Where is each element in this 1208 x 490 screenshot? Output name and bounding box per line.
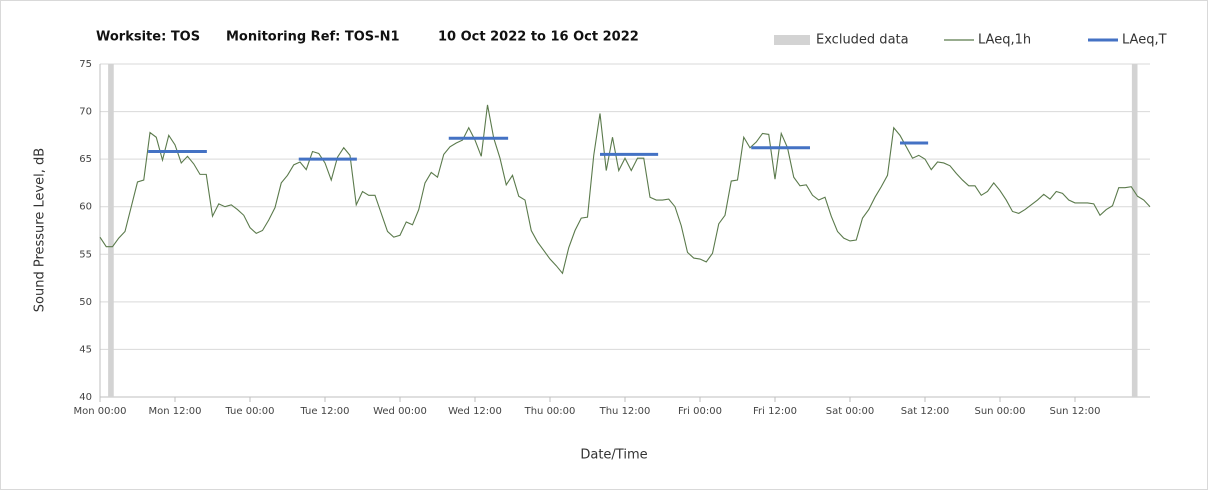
- y-tick-label: 65: [79, 154, 92, 165]
- x-tick-label: Tue 12:00: [299, 406, 349, 417]
- x-tick-label: Fri 00:00: [678, 406, 722, 417]
- y-tick-label: 75: [79, 59, 92, 70]
- title-site: Worksite: TOS: [96, 30, 200, 45]
- x-tick-label: Fri 12:00: [753, 406, 797, 417]
- y-tick-label: 55: [79, 249, 92, 260]
- x-tick-label: Sat 12:00: [901, 406, 949, 417]
- x-tick-label: Thu 12:00: [599, 406, 651, 417]
- x-tick-label: Thu 00:00: [524, 406, 576, 417]
- y-tick-label: 45: [79, 344, 92, 355]
- x-tick-label: Mon 00:00: [73, 406, 126, 417]
- line-series: [99, 104, 1151, 275]
- x-axis-label: Date/Time: [580, 448, 647, 463]
- title-dates: 10 Oct 2022 to 16 Oct 2022: [438, 30, 639, 45]
- x-tick-label: Mon 12:00: [148, 406, 201, 417]
- x-tick-label: Sun 12:00: [1049, 406, 1100, 417]
- y-tick-label: 40: [79, 392, 92, 403]
- legend-label: LAeq,1h: [978, 33, 1031, 48]
- excluded-band: [108, 64, 114, 397]
- y-tick-label: 70: [79, 107, 92, 118]
- x-tick-label: Sat 00:00: [826, 406, 874, 417]
- y-axis-label: Sound Pressure Level, dB: [33, 148, 48, 312]
- legend-swatch: [774, 35, 810, 45]
- x-tick-label: Wed 12:00: [448, 406, 502, 417]
- x-tick-label: Wed 00:00: [373, 406, 427, 417]
- excluded-band: [1131, 64, 1138, 397]
- y-tick-label: 50: [79, 297, 92, 308]
- legend-label: Excluded data: [816, 33, 909, 48]
- y-tick-label: 60: [79, 202, 92, 213]
- x-tick-label: Sun 00:00: [974, 406, 1025, 417]
- title-ref: Monitoring Ref: TOS-N1: [226, 30, 400, 45]
- x-tick-label: Tue 00:00: [224, 406, 274, 417]
- legend-label: LAeq,T: [1122, 33, 1167, 48]
